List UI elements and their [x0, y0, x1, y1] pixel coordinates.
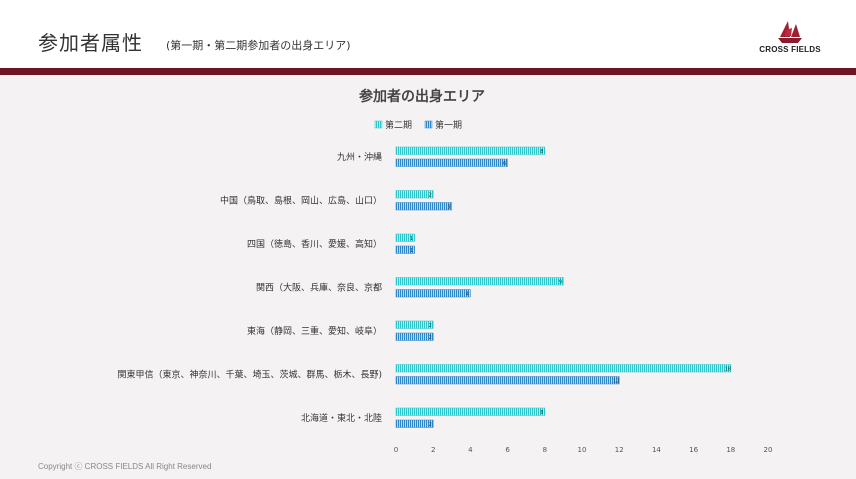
- bar: [395, 233, 415, 242]
- data-label: 3: [447, 205, 450, 211]
- page-subtitle: (第一期・第二期参加者の出身エリア): [166, 39, 351, 52]
- data-label: 6: [503, 161, 506, 167]
- category-label: 東海（静岡、三重、愛知、岐阜）: [247, 325, 382, 337]
- bar: [395, 277, 564, 286]
- x-tick-label: 14: [652, 446, 661, 454]
- bar-chart: 参加者の出身エリア 第二期 第一期 8 6 2 3 1 1 9 4 2 2 18 12 8 2 九州・沖縄中…: [117, 88, 773, 454]
- x-tick-label: 12: [615, 446, 624, 454]
- x-tick-label: 0: [394, 446, 398, 454]
- ship-icon: [778, 21, 802, 43]
- legend-label: 第一期: [435, 119, 462, 131]
- x-tick-label: 16: [689, 446, 698, 454]
- category-label: 九州・沖縄: [337, 151, 382, 163]
- x-tick-label: 6: [505, 446, 510, 454]
- x-tick-label: 2: [431, 446, 435, 454]
- bar: [395, 320, 434, 329]
- category-label: 関東甲信（東京、神奈川、千葉、埼玉、茨城、群馬、栃木、長野): [117, 369, 382, 381]
- bar: [395, 158, 508, 167]
- legend-swatch: [374, 120, 383, 129]
- x-tick-label: 10: [578, 446, 587, 454]
- bar: [395, 376, 620, 385]
- data-label: 12: [613, 379, 619, 385]
- category-label: 関西（大阪、兵庫、奈良、京都: [256, 282, 382, 294]
- bar: [395, 146, 546, 155]
- bar: [395, 332, 434, 341]
- data-label: 2: [429, 193, 432, 199]
- category-label: 中国（鳥取、島根、岡山、広島、山口）: [220, 195, 382, 207]
- x-tick-label: 20: [764, 446, 773, 454]
- bar: [395, 289, 471, 298]
- logo-text: CROSS FIELDS: [759, 45, 821, 54]
- chart-title: 参加者の出身エリア: [359, 88, 485, 105]
- data-label: 2: [429, 335, 432, 341]
- data-label: 9: [559, 280, 562, 286]
- bar: [395, 407, 546, 416]
- data-label: 18: [725, 367, 731, 373]
- data-label: 1: [410, 236, 413, 242]
- data-label: 8: [540, 410, 543, 416]
- bar: [395, 364, 732, 373]
- copyright-footer: Copyright ⓒ CROSS FIELDS All Right Reser…: [38, 462, 212, 471]
- chart-legend: 第二期 第一期: [374, 119, 462, 131]
- bar: [395, 202, 453, 211]
- data-label: 8: [540, 149, 543, 155]
- page-title: 参加者属性: [38, 31, 143, 55]
- bar: [395, 245, 415, 254]
- legend-label: 第二期: [385, 119, 412, 131]
- category-label: 四国（徳島、香川、愛媛、高知）: [247, 238, 382, 250]
- data-label: 2: [429, 323, 432, 329]
- data-label: 4: [466, 292, 469, 298]
- legend-swatch: [424, 120, 433, 129]
- x-tick-label: 8: [543, 446, 547, 454]
- bar: [395, 190, 434, 199]
- slide-header: 参加者属性 (第一期・第二期参加者の出身エリア) CROSS FIELDS: [0, 0, 856, 68]
- bar: [395, 419, 434, 428]
- data-label: 1: [410, 248, 413, 254]
- header-divider: [0, 68, 856, 75]
- x-tick-label: 18: [726, 446, 735, 454]
- data-label: 2: [429, 422, 432, 428]
- x-axis-ticks: 0 2 4 6 8 10 12 14 16 18 20: [394, 446, 773, 454]
- cross-fields-logo: CROSS FIELDS: [752, 18, 828, 58]
- category-label: 北海道・東北・北陸: [301, 412, 382, 424]
- bars-group: 8 6 2 3 1 1 9 4 2 2 18 12 8 2: [395, 146, 732, 428]
- x-tick-label: 4: [468, 446, 473, 454]
